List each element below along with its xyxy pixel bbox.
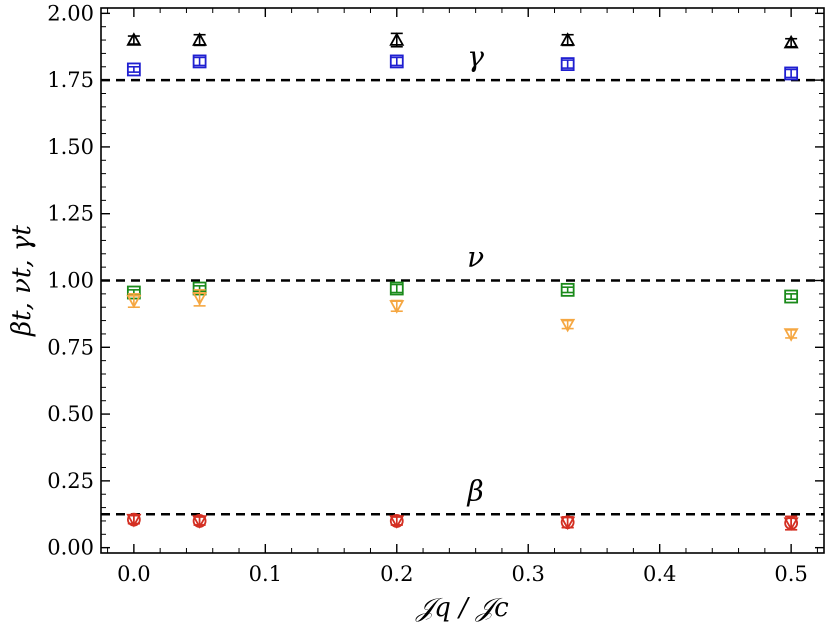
data-point [784,66,799,81]
data-point [126,62,141,77]
y-tick-label: 0.50 [47,402,94,426]
x-tick-label: 0.5 [774,562,807,586]
series-4 [126,512,799,531]
reference-lines [101,78,824,516]
data-point [560,57,575,72]
data-point [389,281,404,296]
reference-line-label: γ [467,40,484,73]
data-point [783,328,799,342]
data-point [126,513,142,528]
series-0 [126,32,799,49]
x-tick-label: 0.1 [249,562,282,586]
y-axis-label: βt, νt, γt [7,225,37,337]
data-point [389,54,404,69]
data-point [560,32,576,46]
series-2 [126,281,799,304]
data-point [560,318,576,333]
data-point [560,282,575,297]
data-point [783,34,799,49]
series-3 [126,289,799,342]
x-axis-label: 𝒥q / 𝒥c [414,593,509,623]
data-point [192,32,208,46]
series-1 [126,54,799,81]
data-point [389,32,405,46]
series-5 [126,513,799,531]
reference-line-label: β [467,474,484,507]
reference-line-label: ν [467,241,484,274]
y-tick-label: 1.50 [47,135,94,159]
data-point [560,516,576,531]
data-point [192,515,208,529]
y-tick-label: 1.25 [47,202,94,226]
x-tick-label: 0.2 [380,562,413,586]
data-point [192,54,207,69]
x-tick-label: 0.4 [643,562,676,586]
axes: 0.0 0.1 0.2 0.3 0.4 0.5 0.00 0.25 0.50 0.75 1.00 1.… [47,1,824,586]
y-tick-label: 1.75 [47,68,94,92]
data-point [389,300,405,314]
data-point [783,517,799,531]
data-point [192,292,208,306]
annotations: γ ν β [467,40,485,507]
data-point [389,515,405,529]
data-point [784,289,799,304]
y-tick-label: 0.75 [47,335,94,359]
data-points [126,32,799,531]
data-point [126,294,142,309]
y-tick-label: 1.00 [47,269,94,293]
y-tick-label: 2.00 [47,1,94,25]
y-tick-label: 0.25 [47,469,94,493]
x-tick-label: 0.0 [117,562,150,586]
x-tick-label: 0.3 [512,562,545,586]
y-tick-label: 0.00 [47,536,94,560]
data-point [126,32,142,46]
